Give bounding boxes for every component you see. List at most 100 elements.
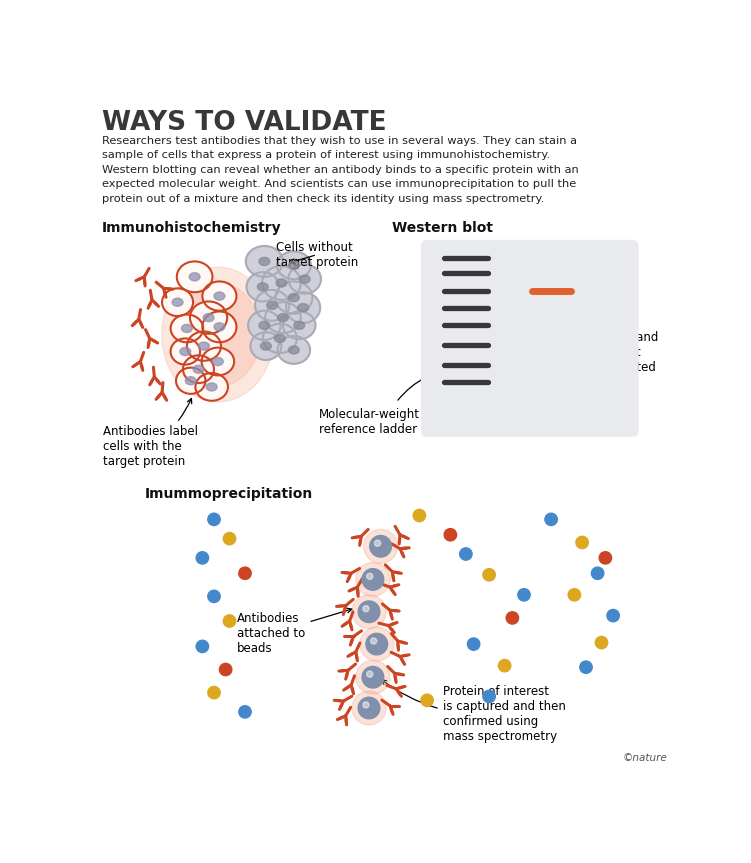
Text: Molecular-weight
reference ladder: Molecular-weight reference ladder	[318, 407, 420, 436]
Text: WAYS TO VALIDATE: WAYS TO VALIDATE	[101, 110, 386, 135]
Ellipse shape	[187, 331, 221, 361]
Ellipse shape	[190, 301, 227, 334]
Ellipse shape	[175, 282, 261, 387]
Circle shape	[506, 612, 519, 624]
Ellipse shape	[255, 290, 289, 321]
Circle shape	[356, 660, 390, 694]
Ellipse shape	[161, 268, 274, 402]
Text: Imummoprecipitation: Imummoprecipitation	[144, 487, 312, 501]
Circle shape	[607, 609, 620, 621]
Ellipse shape	[258, 283, 268, 291]
Circle shape	[352, 691, 386, 725]
Circle shape	[360, 627, 394, 661]
Ellipse shape	[170, 314, 204, 343]
Ellipse shape	[180, 348, 191, 356]
Circle shape	[444, 529, 457, 541]
Ellipse shape	[207, 383, 217, 391]
Ellipse shape	[248, 311, 281, 340]
Text: Protein of interest
is captured and then
confirmed using
mass spectrometry: Protein of interest is captured and then…	[382, 680, 566, 743]
Circle shape	[413, 509, 426, 521]
Circle shape	[375, 540, 381, 546]
Circle shape	[483, 569, 496, 581]
Ellipse shape	[193, 365, 204, 374]
Circle shape	[358, 601, 380, 622]
Circle shape	[196, 551, 209, 564]
Text: Cells without
target protein: Cells without target protein	[276, 241, 358, 268]
Ellipse shape	[170, 338, 200, 364]
Ellipse shape	[274, 334, 285, 343]
Ellipse shape	[214, 292, 225, 300]
Ellipse shape	[246, 272, 279, 301]
Circle shape	[421, 694, 433, 707]
Circle shape	[569, 589, 581, 601]
Ellipse shape	[214, 323, 225, 331]
Ellipse shape	[202, 312, 237, 343]
Circle shape	[363, 702, 369, 708]
Circle shape	[363, 529, 398, 564]
Text: Researchers test antibodies that they wish to use in several ways. They can stai: Researchers test antibodies that they wi…	[101, 135, 578, 204]
Text: ©nature: ©nature	[623, 753, 668, 764]
Circle shape	[239, 567, 251, 579]
Circle shape	[599, 551, 611, 564]
Ellipse shape	[288, 264, 321, 293]
Circle shape	[196, 640, 209, 652]
Ellipse shape	[262, 266, 301, 300]
Ellipse shape	[288, 293, 299, 302]
Text: A single band
is found at
the expected
molecular
weight: A single band is found at the expected m…	[578, 331, 659, 404]
Ellipse shape	[277, 251, 311, 279]
Ellipse shape	[250, 332, 282, 360]
Ellipse shape	[246, 246, 283, 277]
Circle shape	[592, 567, 604, 579]
Ellipse shape	[198, 342, 210, 350]
Ellipse shape	[182, 324, 192, 332]
Ellipse shape	[259, 321, 270, 330]
Ellipse shape	[263, 324, 297, 353]
Circle shape	[596, 636, 608, 649]
Circle shape	[356, 563, 390, 596]
Circle shape	[219, 664, 232, 676]
Ellipse shape	[286, 293, 320, 323]
Circle shape	[370, 638, 377, 644]
Circle shape	[362, 569, 384, 590]
Circle shape	[352, 595, 386, 629]
Ellipse shape	[162, 288, 193, 316]
Ellipse shape	[278, 336, 310, 364]
Ellipse shape	[278, 313, 288, 322]
Ellipse shape	[275, 281, 312, 314]
Ellipse shape	[265, 302, 301, 333]
Circle shape	[517, 589, 530, 601]
Circle shape	[499, 659, 511, 671]
FancyBboxPatch shape	[421, 240, 638, 437]
Ellipse shape	[259, 257, 270, 266]
Ellipse shape	[297, 304, 309, 312]
Circle shape	[366, 671, 373, 677]
Ellipse shape	[294, 321, 305, 330]
Circle shape	[369, 536, 391, 557]
Ellipse shape	[183, 356, 214, 383]
Ellipse shape	[267, 301, 278, 309]
Circle shape	[223, 532, 236, 545]
Circle shape	[545, 513, 557, 526]
Text: Western blot: Western blot	[392, 221, 493, 235]
Ellipse shape	[213, 357, 223, 366]
Circle shape	[366, 633, 388, 655]
Circle shape	[363, 606, 369, 612]
Circle shape	[366, 573, 373, 579]
Text: Antibodies
attached to
beads: Antibodies attached to beads	[237, 608, 351, 655]
Ellipse shape	[261, 342, 271, 350]
Circle shape	[460, 548, 472, 560]
Ellipse shape	[202, 281, 237, 311]
Circle shape	[223, 614, 236, 627]
Ellipse shape	[185, 377, 196, 385]
Circle shape	[483, 690, 496, 702]
Circle shape	[208, 686, 220, 699]
Circle shape	[576, 536, 588, 549]
Ellipse shape	[172, 299, 183, 306]
Ellipse shape	[195, 373, 228, 400]
Text: Immunohistochemistry: Immunohistochemistry	[101, 221, 282, 235]
Ellipse shape	[276, 279, 287, 287]
Ellipse shape	[299, 275, 310, 283]
Circle shape	[358, 697, 380, 719]
Circle shape	[208, 590, 220, 602]
Ellipse shape	[201, 348, 234, 375]
